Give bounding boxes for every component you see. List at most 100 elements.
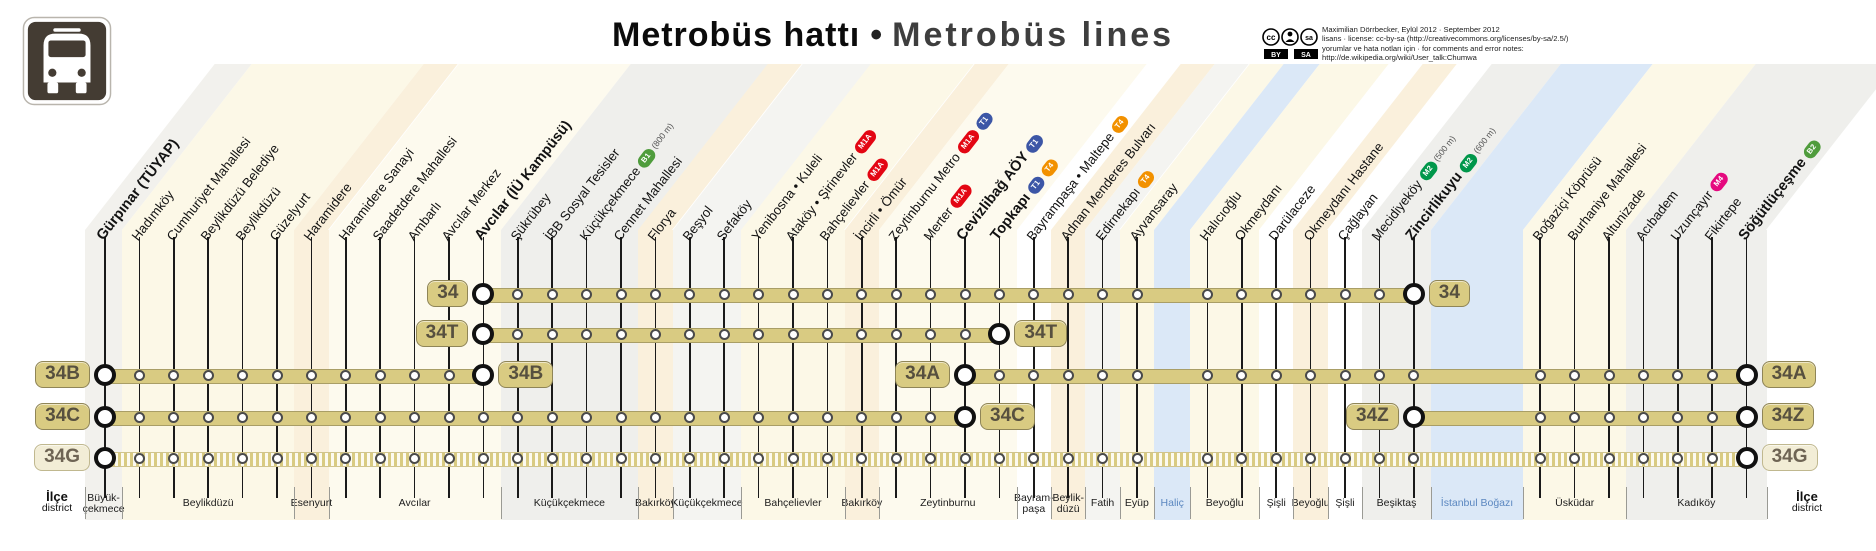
station-vertical-line: [1608, 237, 1610, 498]
station-stop: [787, 452, 799, 464]
station-stop: [718, 288, 730, 300]
station-vertical-line: [1642, 237, 1645, 498]
district-label: İstanbul Boğazı: [1440, 497, 1514, 510]
station-stop: [409, 452, 421, 464]
station-stop: [856, 452, 868, 464]
station-stop: [1408, 452, 1420, 464]
district-label: Şişli: [1266, 497, 1286, 510]
district-cell-border: [328, 487, 330, 519]
station-stop: [1373, 452, 1385, 464]
station-stop: [684, 452, 696, 464]
svg-text:BY: BY: [1271, 52, 1281, 59]
district-legend-left: İlçe district: [22, 490, 92, 514]
station-stop: [649, 328, 661, 340]
station-stop: [718, 328, 730, 340]
station-vertical-line: [826, 237, 829, 498]
station-vertical-line: [207, 237, 209, 498]
line-badge-34: 34: [427, 280, 469, 307]
line-badge-34Z: 34Z: [1346, 403, 1399, 430]
station-stop: [1062, 452, 1074, 464]
legend-district: district: [1791, 502, 1823, 514]
station-vertical-line: [448, 237, 450, 498]
district-cell-border: [1766, 487, 1768, 519]
station-stop: [546, 288, 558, 300]
station-stop: [581, 288, 593, 300]
station-stop: [615, 411, 627, 423]
station-vertical-line: [1275, 237, 1277, 498]
district-label: Küçükçekmece: [533, 497, 605, 510]
station-stop: [649, 452, 661, 464]
station-stop: [271, 369, 283, 381]
station-stop: [305, 411, 317, 423]
station-stop: [1270, 369, 1282, 381]
district-cell-border: [1362, 487, 1364, 519]
station-stop: [168, 452, 180, 464]
station-terminus: [954, 364, 976, 386]
station-stop: [1131, 452, 1143, 464]
station-stop: [1097, 452, 1109, 464]
district-label: Kadıköy: [1677, 497, 1716, 510]
district-cell-border: [1051, 487, 1052, 519]
station-stop: [477, 411, 489, 423]
line-bar-34B: [105, 368, 486, 384]
station-vertical-line: [620, 237, 622, 498]
station-stop: [753, 328, 765, 340]
line-badge-34B: 34B: [0, 361, 90, 388]
station-stop: [856, 288, 868, 300]
line-badge-34: 34: [1428, 280, 1470, 307]
station-vertical-line: [757, 237, 760, 498]
station-stop: [959, 328, 971, 340]
station-stop: [581, 328, 593, 340]
station-vertical-line: [1101, 237, 1104, 498]
station-stop: [1236, 452, 1248, 464]
station-stop: [1706, 452, 1718, 464]
station-stop: [684, 328, 696, 340]
line-bar-34Z: [1413, 410, 1749, 426]
station-stop: [1201, 369, 1213, 381]
station-vertical-line: [792, 237, 794, 498]
station-stop: [1569, 452, 1581, 464]
station-terminus: [94, 447, 116, 469]
station-stop: [821, 328, 833, 340]
station-stop: [1534, 369, 1546, 381]
station-stop: [684, 411, 696, 423]
bus-logo-icon: [22, 16, 112, 111]
station-vertical-line: [241, 237, 244, 498]
district-cell-border: [85, 487, 86, 519]
line-badge-34A: 34A: [850, 361, 950, 388]
station-stop: [340, 369, 352, 381]
station-terminus: [1735, 447, 1758, 469]
station-vertical-line: [310, 237, 313, 498]
station-stop: [1339, 369, 1351, 381]
station-stop: [1097, 288, 1109, 300]
station-stop: [409, 411, 421, 423]
credit-line: http://de.wikipedia.org/wiki/User_talk:C…: [1322, 53, 1477, 63]
line-badge-34T: 34T: [415, 320, 469, 347]
station-stop: [237, 411, 249, 423]
district-cell-border: [844, 487, 846, 519]
station-terminus: [472, 283, 495, 305]
station-stop: [443, 411, 455, 423]
station-stop: [925, 328, 937, 340]
station-vertical-line: [585, 237, 588, 498]
district-label: Esenyurt: [290, 497, 333, 510]
district-cell-border: [1523, 487, 1525, 519]
station-stop: [202, 452, 214, 464]
station-stop: [821, 452, 833, 464]
station-stop: [1373, 288, 1385, 300]
station-vertical-line: [1206, 237, 1209, 498]
district-label: Beylikdüzü: [182, 497, 234, 510]
station-stop: [546, 328, 558, 340]
district-label: Zeytinburnu: [920, 497, 976, 510]
district-cell-border: [741, 487, 743, 519]
station-stop: [1672, 369, 1684, 381]
station-stop: [271, 452, 283, 464]
district-cell-border: [1293, 487, 1295, 519]
district-cell-border: [638, 487, 640, 519]
station-stop: [993, 452, 1005, 464]
district-cell-border: [500, 487, 502, 519]
station-stop: [787, 411, 799, 423]
station-stop: [1603, 452, 1615, 464]
station-terminus: [1735, 364, 1758, 386]
station-vertical-line: [1711, 237, 1713, 498]
